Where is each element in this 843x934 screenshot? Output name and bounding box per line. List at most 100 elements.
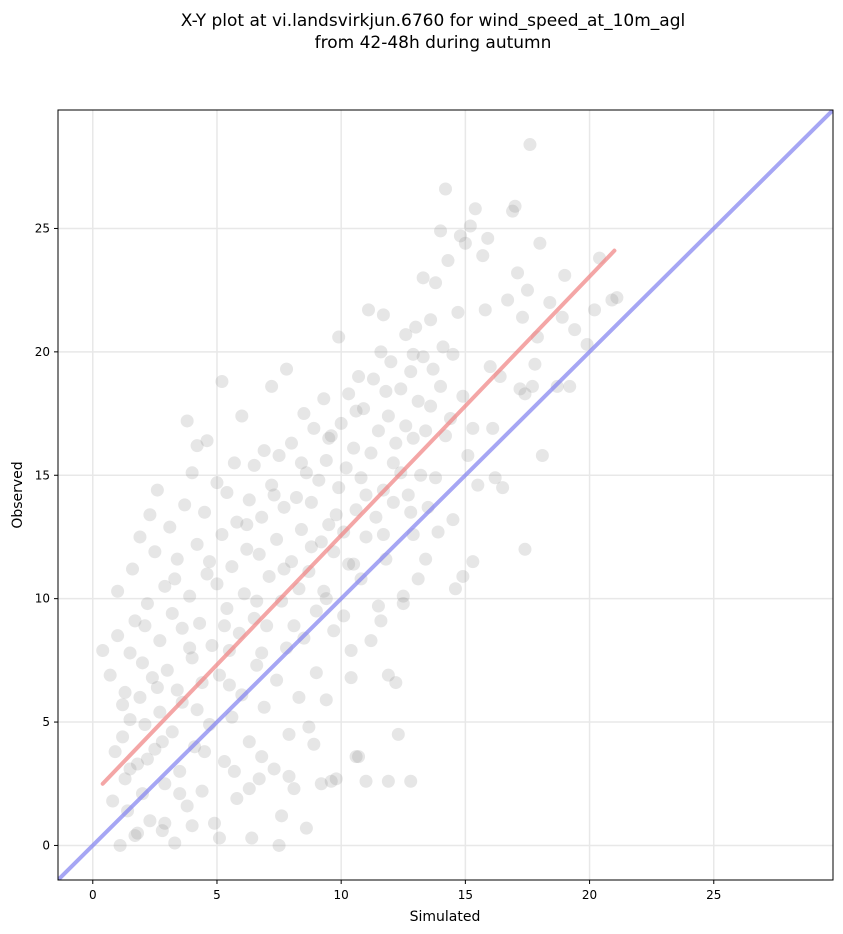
data-point [128, 829, 142, 843]
data-point [508, 199, 522, 213]
data-point [158, 579, 172, 593]
data-point [401, 488, 415, 502]
x-tick-label: 5 [213, 888, 221, 902]
data-point [158, 777, 172, 791]
data-point [302, 720, 316, 734]
data-point [389, 436, 403, 450]
data-point [357, 402, 371, 416]
data-point [270, 532, 284, 546]
data-point [317, 584, 331, 598]
data-point [207, 816, 221, 830]
data-point [190, 537, 204, 551]
data-point [225, 710, 239, 724]
data-point [610, 291, 624, 305]
data-point [334, 416, 348, 430]
data-point [265, 379, 279, 393]
data-point [322, 518, 336, 532]
data-point [116, 698, 130, 712]
data-point [170, 683, 184, 697]
data-point [349, 750, 363, 764]
data-point [411, 572, 425, 586]
data-point [429, 276, 443, 290]
data-point [148, 545, 162, 559]
data-point [533, 236, 547, 250]
data-point [227, 456, 241, 470]
data-point [364, 634, 378, 648]
data-point [366, 372, 380, 386]
data-point [113, 838, 127, 852]
data-point [106, 794, 120, 808]
data-point [399, 328, 413, 342]
data-point [364, 446, 378, 460]
chart-title: X-Y plot at vi.landsvirkjun.6760 for win… [181, 11, 685, 31]
data-point [215, 374, 229, 388]
data-point [436, 340, 450, 354]
data-point [486, 421, 500, 435]
data-point [242, 493, 256, 507]
data-point [111, 629, 125, 643]
data-point [242, 735, 256, 749]
data-point [289, 490, 303, 504]
data-point [319, 693, 333, 707]
data-point [250, 658, 264, 672]
data-point [282, 727, 296, 741]
data-point [265, 478, 279, 492]
data-point [528, 357, 542, 371]
data-point [111, 584, 125, 598]
data-point [180, 799, 194, 813]
data-point [424, 399, 438, 413]
data-point [183, 589, 197, 603]
data-point [185, 819, 199, 833]
data-point [252, 547, 266, 561]
data-point [212, 831, 226, 845]
data-point [419, 552, 433, 566]
data-point [155, 735, 169, 749]
data-point [580, 337, 594, 351]
data-point [160, 663, 174, 677]
data-point [518, 542, 532, 556]
data-point [416, 350, 430, 364]
data-point [379, 384, 393, 398]
data-point [359, 488, 373, 502]
data-point [175, 621, 189, 635]
data-point [200, 434, 214, 448]
data-point [230, 515, 244, 529]
data-point [605, 293, 619, 307]
data-point [434, 379, 448, 393]
y-tick-label: 15 [35, 468, 50, 482]
data-point [319, 453, 333, 467]
data-point [170, 552, 184, 566]
x-tick-label: 10 [334, 888, 349, 902]
data-point [123, 762, 137, 776]
data-point [342, 557, 356, 571]
data-point [155, 824, 169, 838]
data-point [163, 520, 177, 534]
data-point [240, 542, 254, 556]
data-point [458, 236, 472, 250]
data-point [453, 229, 467, 243]
data-point [349, 404, 363, 418]
data-point [103, 668, 117, 682]
data-point [478, 303, 492, 317]
data-point [441, 254, 455, 268]
data-point [178, 498, 192, 512]
data-point [369, 510, 383, 524]
data-point [190, 439, 204, 453]
data-point [190, 703, 204, 717]
data-point [523, 138, 537, 152]
data-point [386, 495, 400, 509]
data-point [252, 772, 266, 786]
data-point [267, 488, 281, 502]
data-point [446, 347, 460, 361]
data-point [434, 224, 448, 238]
data-point [257, 444, 271, 458]
data-point [414, 468, 428, 482]
data-point [332, 330, 346, 344]
data-point [391, 727, 405, 741]
data-point [173, 764, 187, 778]
data-point [153, 705, 167, 719]
data-point [287, 619, 301, 633]
data-point [282, 769, 296, 783]
data-point [180, 414, 194, 428]
y-axis-label: Observed [10, 461, 26, 528]
